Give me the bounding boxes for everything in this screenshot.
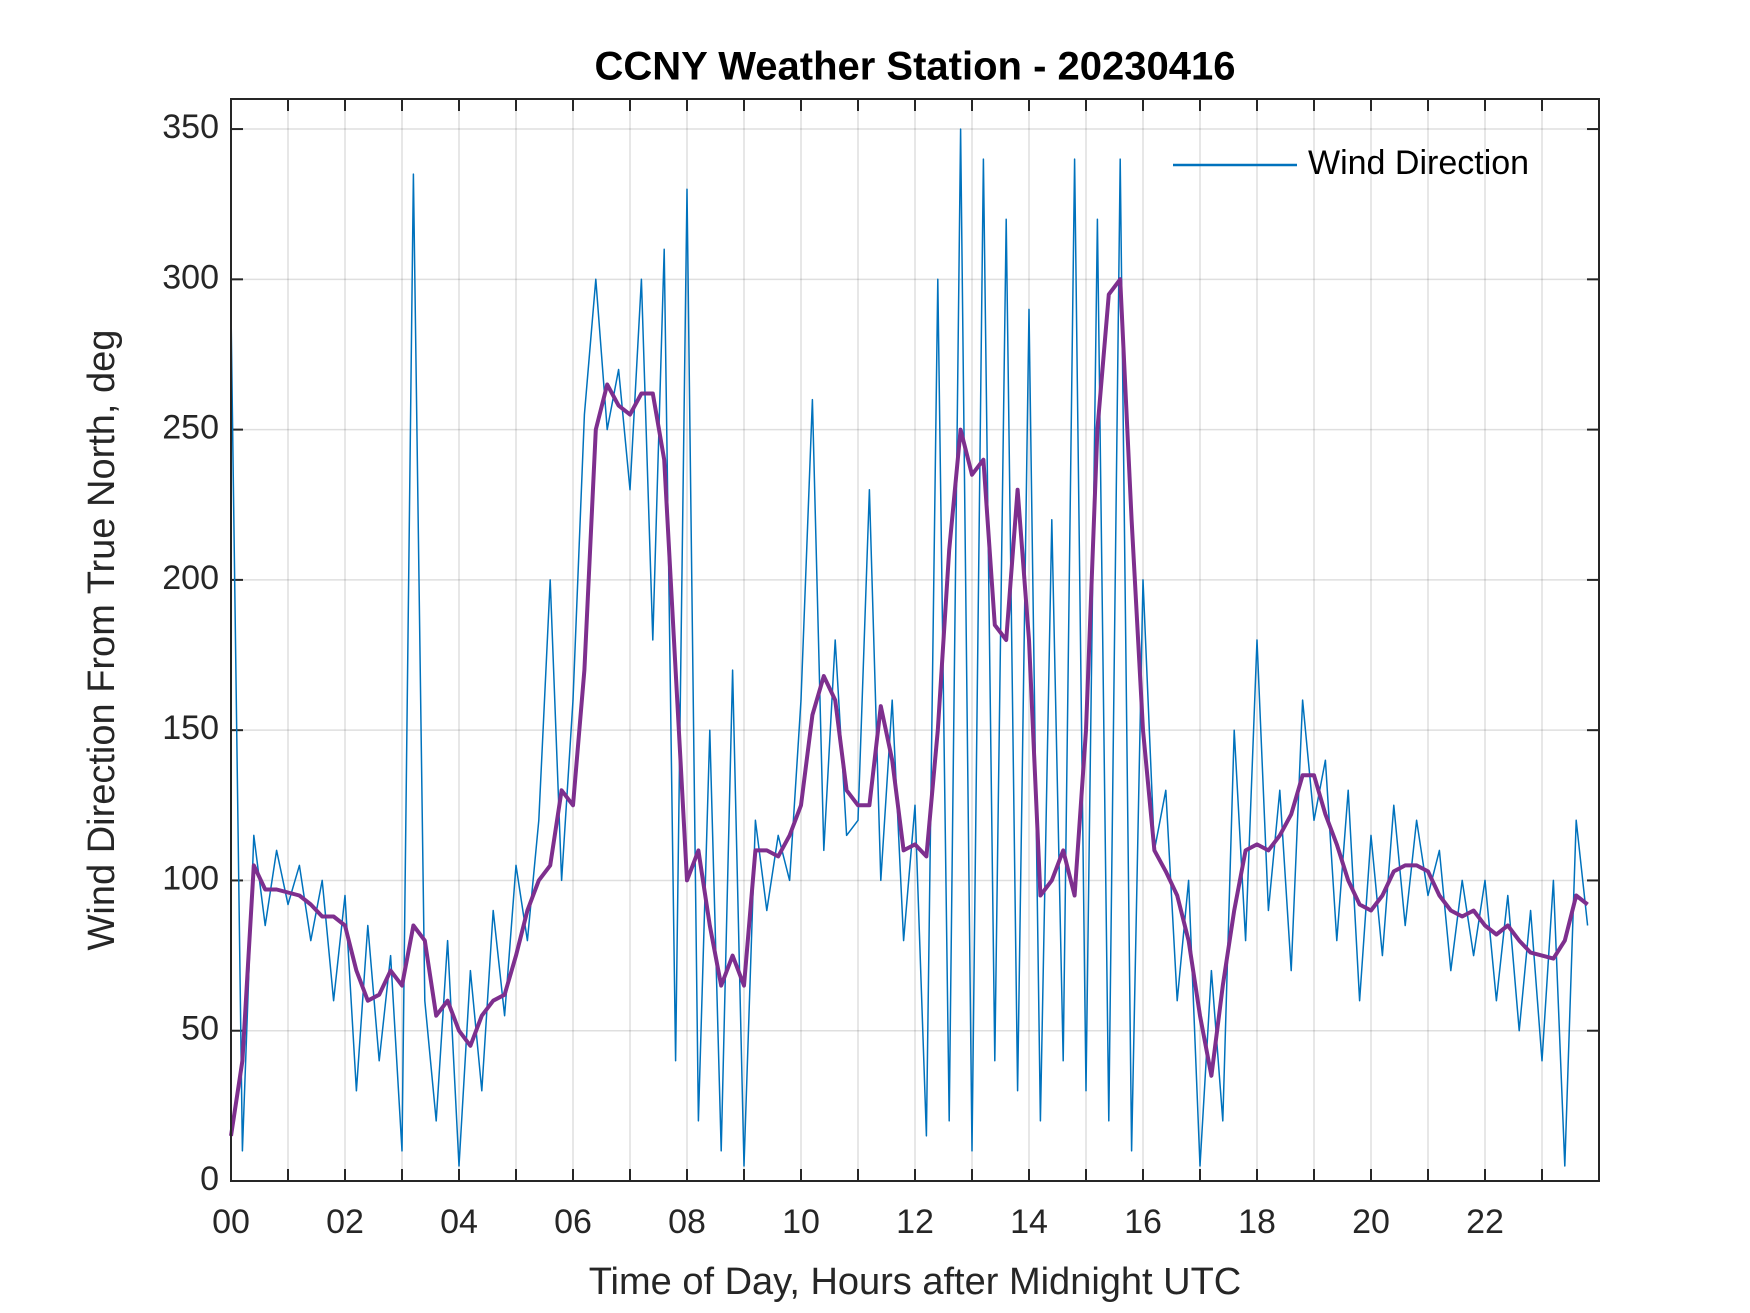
- x-tick-label: 16: [1124, 1203, 1162, 1241]
- y-tick-label: 300: [162, 258, 219, 296]
- chart-title: CCNY Weather Station - 20230416: [595, 45, 1236, 89]
- y-tick-label: 200: [162, 559, 219, 597]
- x-tick-label: 18: [1238, 1203, 1276, 1241]
- x-tick-label: 12: [896, 1203, 934, 1241]
- data-line: [230, 128, 1589, 1167]
- x-tick-label: 08: [668, 1203, 706, 1241]
- x-axis-label: Time of Day, Hours after Midnight UTC: [589, 1261, 1242, 1303]
- y-tick-label: 350: [162, 108, 219, 146]
- x-tick-label: 14: [1010, 1203, 1048, 1241]
- y-tick-label: 150: [162, 709, 219, 747]
- y-tick-label: 0: [200, 1160, 219, 1198]
- x-tick-label: 06: [554, 1203, 592, 1241]
- y-tick-label: 250: [162, 409, 219, 447]
- x-tick-label: 04: [440, 1203, 478, 1241]
- y-tick-label: 100: [162, 859, 219, 897]
- legend-label: Wind Direction: [1308, 144, 1529, 182]
- axes-box: [230, 98, 1600, 1182]
- plot-area: [231, 99, 1599, 1181]
- x-tick-label: 20: [1352, 1203, 1390, 1241]
- x-tick-label: 02: [326, 1203, 364, 1241]
- x-tick-label: 00: [212, 1203, 250, 1241]
- y-axis-label: Wind Direction From True North, deg: [81, 330, 123, 951]
- data-line: [229, 277, 1589, 1137]
- x-tick-label: 22: [1466, 1203, 1504, 1241]
- x-tick-label: 10: [782, 1203, 820, 1241]
- y-tick-label: 50: [181, 1010, 219, 1048]
